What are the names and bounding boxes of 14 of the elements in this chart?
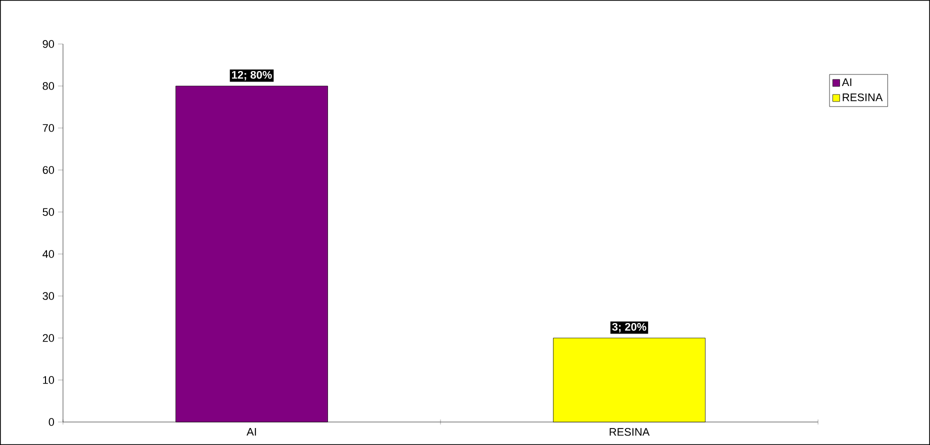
legend-label: AI bbox=[842, 78, 852, 86]
y-tick-label: 90 bbox=[42, 40, 54, 48]
y-tick-label: 60 bbox=[42, 166, 54, 174]
y-tick-label: 50 bbox=[42, 208, 54, 216]
y-tick-label: 80 bbox=[42, 82, 54, 90]
y-tick-label: 30 bbox=[42, 292, 54, 300]
y-tick-label: 70 bbox=[42, 124, 54, 132]
y-tick-label: 0 bbox=[48, 418, 54, 426]
data-label: 3; 20% bbox=[612, 322, 646, 332]
y-tick-label: 20 bbox=[42, 334, 54, 342]
y-tick-label: 40 bbox=[42, 250, 54, 258]
legend-label: RESINA bbox=[842, 93, 883, 102]
data-label: 12; 80% bbox=[232, 70, 272, 80]
y-tick-label: 10 bbox=[43, 376, 54, 384]
